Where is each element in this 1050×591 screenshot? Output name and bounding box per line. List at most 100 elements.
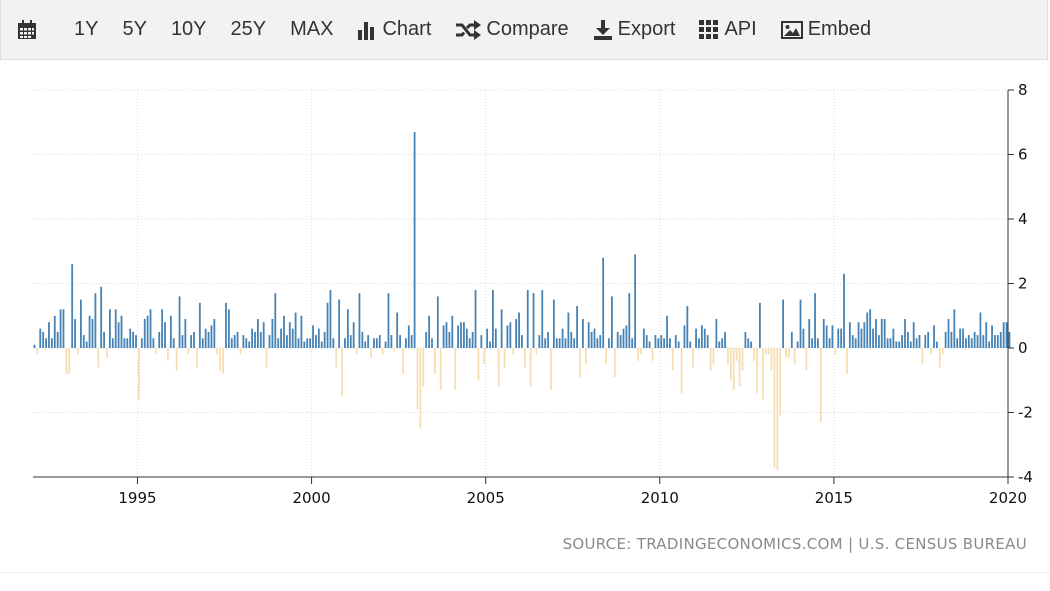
bar: [779, 348, 782, 416]
bar: [802, 328, 805, 348]
bar: [788, 348, 790, 358]
bar: [242, 335, 245, 348]
calendar-button[interactable]: [1, 0, 62, 60]
bar: [985, 322, 988, 348]
download-icon: [593, 19, 612, 40]
bar: [297, 338, 300, 348]
bar: [709, 348, 712, 371]
bar: [637, 348, 639, 361]
bar: [303, 341, 306, 348]
bar: [936, 341, 938, 348]
bar: [700, 325, 703, 348]
bar: [579, 348, 581, 378]
bar: [712, 348, 715, 365]
bar: [573, 338, 576, 348]
export-button[interactable]: Export: [581, 0, 688, 60]
bar: [735, 348, 738, 361]
bar: [840, 328, 843, 348]
bar: [674, 335, 677, 348]
compare-button[interactable]: Compare: [443, 0, 580, 60]
bar: [169, 315, 172, 348]
bar: [872, 328, 874, 348]
bar: [239, 348, 242, 355]
toolbar: 1Y 5Y 10Y 25Y MAX Chart Compare Export: [0, 0, 1048, 60]
embed-label: Embed: [807, 18, 872, 40]
bar: [355, 348, 358, 355]
bar: [805, 348, 808, 371]
bar: [329, 289, 332, 348]
bar: [494, 328, 497, 348]
bar: [799, 299, 802, 349]
bar: [953, 309, 956, 348]
bar: [518, 312, 520, 348]
bar: [503, 348, 506, 368]
x-tick-label: 2020: [989, 489, 1027, 507]
bar: [982, 335, 985, 348]
bar: [828, 338, 831, 348]
bar: [294, 312, 297, 348]
bar: [117, 322, 120, 348]
bar: [375, 338, 378, 348]
bar: [532, 293, 535, 348]
bar: [138, 348, 140, 400]
bar: [703, 328, 706, 348]
bar: [225, 302, 227, 348]
y-tick-label: 6: [1018, 146, 1028, 164]
chart-area: 8 6 4 2 0 -2 -4 1995 2000 2005 2010 2015 2020: [0, 62, 1050, 522]
range-max-button[interactable]: MAX: [290, 18, 334, 40]
bar: [628, 293, 631, 348]
range-5y-button[interactable]: 5Y: [122, 18, 147, 40]
bar: [793, 348, 796, 365]
range-1y-button[interactable]: 1Y: [74, 18, 99, 40]
bar: [393, 348, 396, 352]
bar: [367, 335, 370, 348]
bar: [68, 348, 71, 374]
bar: [976, 335, 979, 348]
bar: [773, 348, 776, 468]
bar: [994, 335, 996, 348]
bar: [349, 335, 352, 348]
bar: [219, 348, 222, 371]
bar: [564, 338, 567, 348]
embed-button[interactable]: Embed: [769, 0, 883, 60]
range-25y-button[interactable]: 25Y: [230, 18, 267, 40]
bar: [843, 273, 845, 348]
bar: [248, 341, 251, 348]
bar: [698, 338, 700, 348]
bar: [486, 328, 489, 348]
bar: [846, 348, 848, 374]
bar: [956, 338, 959, 348]
bar: [727, 348, 729, 365]
bar: [689, 341, 692, 348]
bar: [288, 322, 291, 348]
bar: [909, 341, 912, 348]
bar: [547, 331, 549, 349]
y-tick-label: 2: [1018, 275, 1028, 293]
bar: [851, 335, 854, 348]
bar: [277, 338, 280, 348]
bar: [747, 338, 750, 348]
bar: [535, 348, 538, 355]
bar: [904, 318, 906, 348]
grid-icon: [699, 19, 719, 39]
bar: [1005, 322, 1008, 348]
bar: [48, 322, 50, 348]
chart-type-button[interactable]: Chart: [345, 0, 443, 60]
bar: [71, 264, 74, 348]
bar: [439, 348, 442, 390]
bar: [613, 348, 616, 378]
bar: [381, 348, 384, 355]
bar: [184, 318, 187, 348]
bar: [97, 348, 100, 368]
bar: [65, 348, 68, 374]
bar: [941, 348, 944, 355]
api-button[interactable]: API: [687, 0, 768, 60]
bar: [335, 348, 338, 368]
bar: [390, 335, 393, 348]
range-10y-button[interactable]: 10Y: [170, 18, 207, 40]
y-tick-label: 4: [1018, 210, 1028, 228]
bar: [822, 318, 825, 348]
bar: [509, 322, 512, 348]
bar: [123, 338, 126, 348]
bar: [82, 335, 85, 348]
